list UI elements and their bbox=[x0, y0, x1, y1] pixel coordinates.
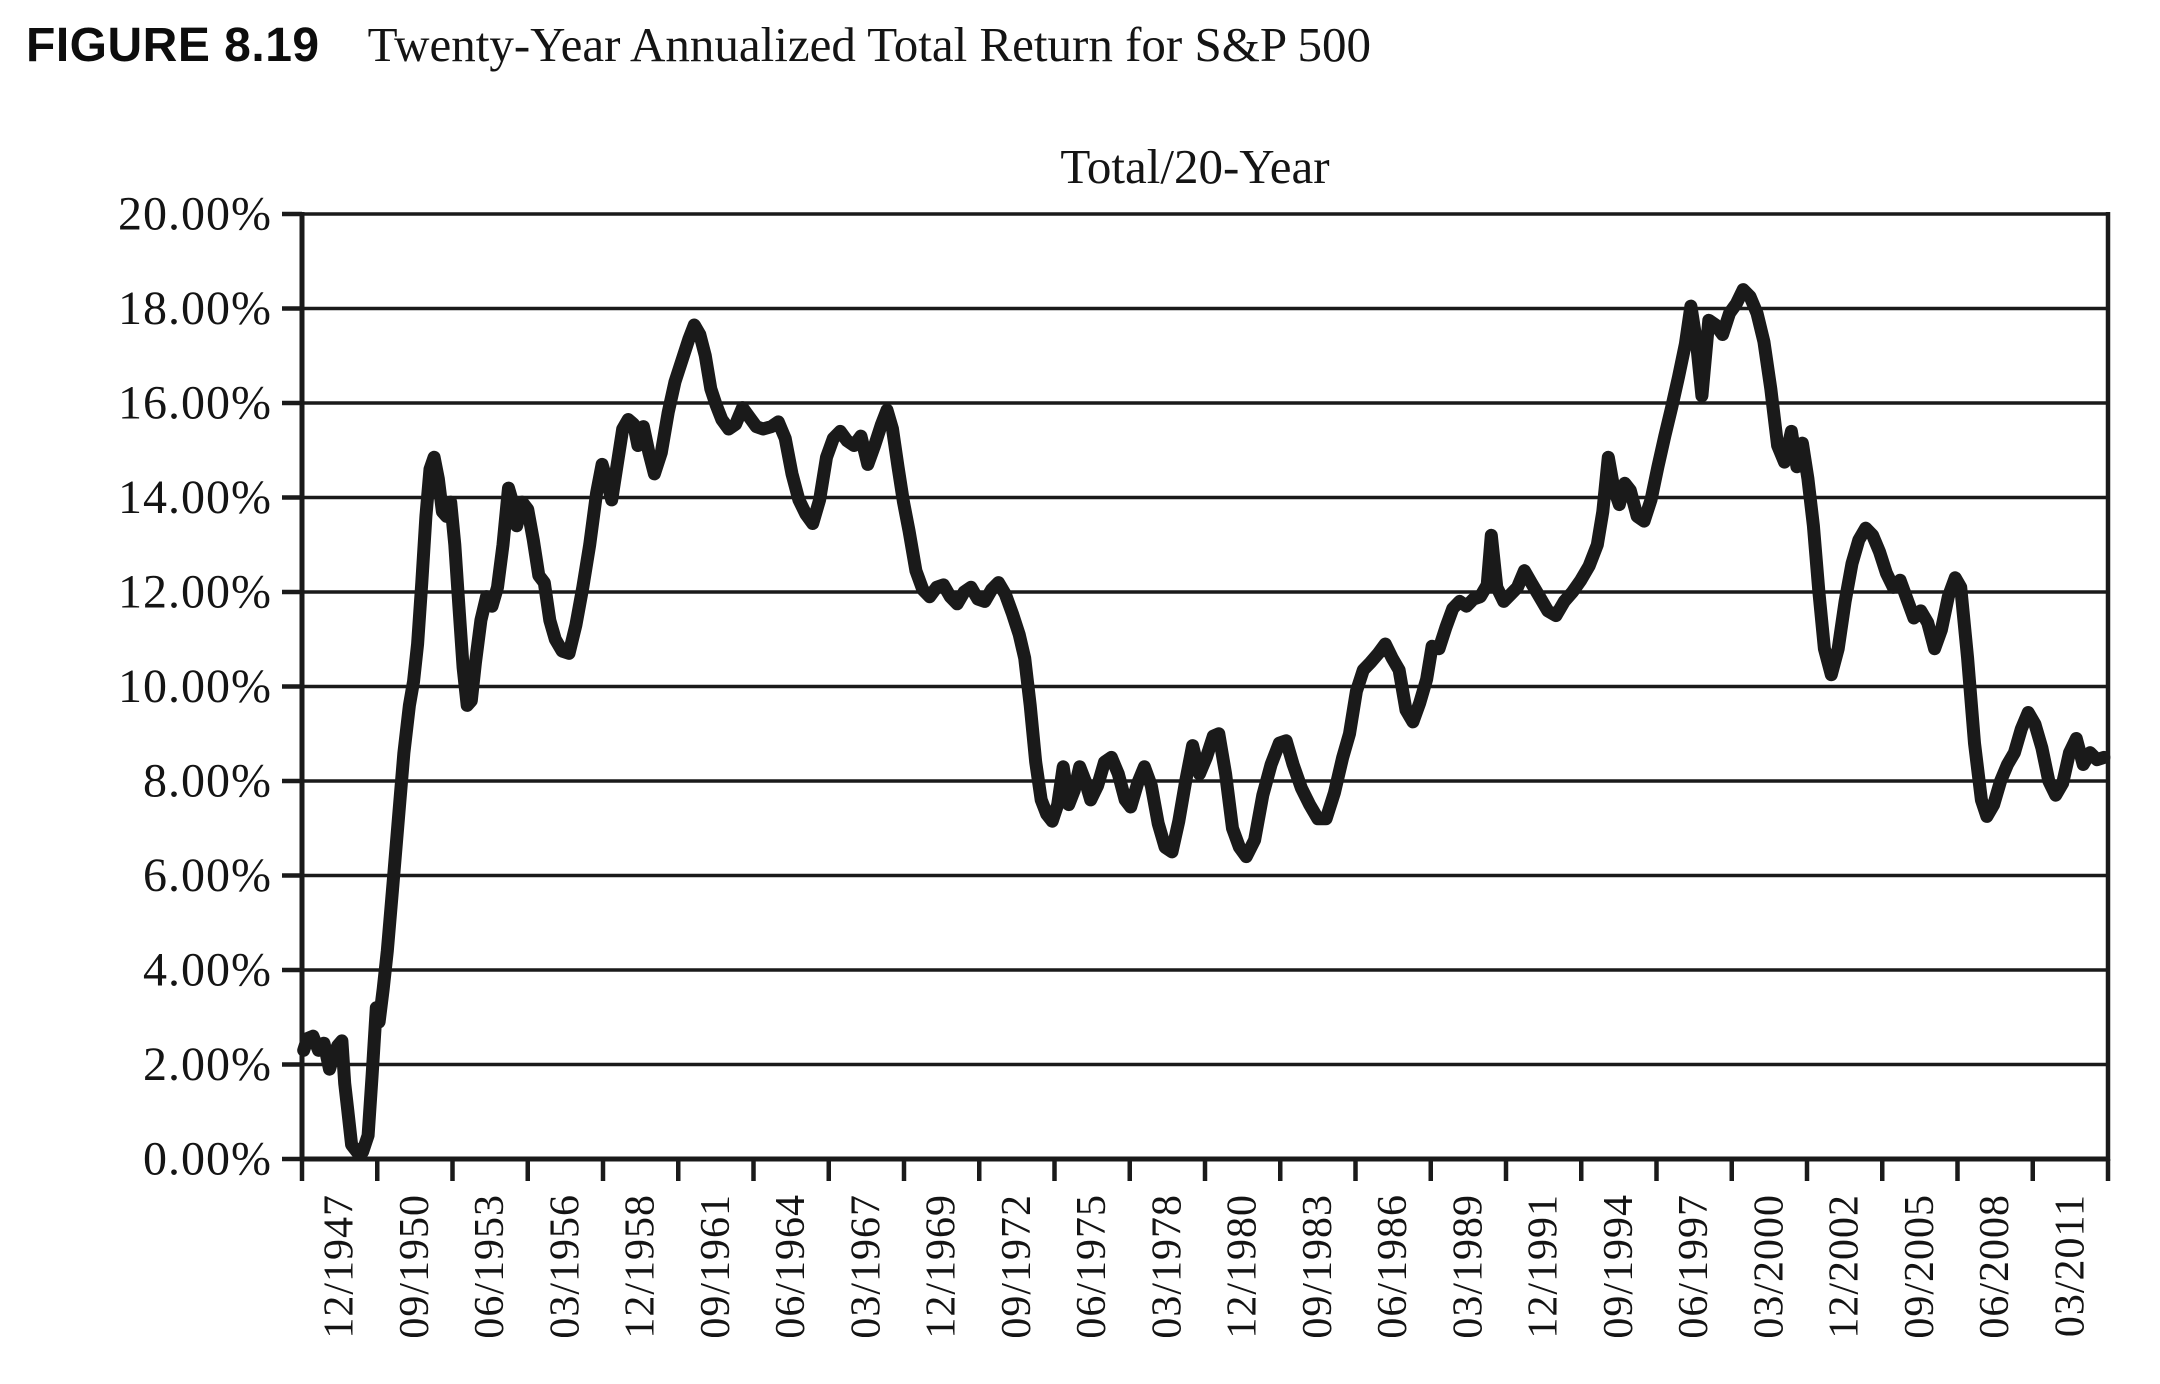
x-axis-label: 03/1978 bbox=[1144, 1194, 1190, 1339]
gridlines bbox=[302, 212, 2108, 1162]
y-axis-label: 2.00% bbox=[143, 1038, 272, 1091]
x-axis-label: 09/1983 bbox=[1295, 1194, 1341, 1339]
y-axis-label: 4.00% bbox=[143, 944, 272, 997]
x-axis-label: 12/2002 bbox=[1822, 1194, 1868, 1339]
y-axis-label: 6.00% bbox=[143, 849, 272, 902]
figure-caption: Twenty-Year Annualized Total Return for … bbox=[367, 17, 1372, 72]
x-axis-label: 12/1980 bbox=[1220, 1194, 1266, 1339]
y-axis-label: 16.00% bbox=[118, 377, 272, 430]
y-axis-label: 12.00% bbox=[118, 566, 272, 619]
x-axis-label: 09/1972 bbox=[994, 1194, 1040, 1339]
x-axis-label: 03/1989 bbox=[1445, 1194, 1491, 1339]
x-axis-label: 09/1961 bbox=[693, 1194, 739, 1339]
x-axis-label: 12/1991 bbox=[1521, 1194, 1567, 1339]
y-axis-label: 20.00% bbox=[118, 188, 272, 241]
x-axis-label: 06/1953 bbox=[467, 1194, 513, 1339]
y-axis-label: 14.00% bbox=[118, 471, 272, 524]
y-axis-label: 0.00% bbox=[143, 1133, 272, 1186]
figure-header: FIGURE 8.19 Twenty-Year Annualized Total … bbox=[26, 16, 1371, 73]
x-axis-label: 12/1947 bbox=[317, 1194, 363, 1339]
x-axis-label: 09/2005 bbox=[1897, 1194, 1943, 1339]
x-axis-label: 03/1956 bbox=[542, 1194, 588, 1339]
x-axis-ticks bbox=[299, 1159, 2111, 1181]
x-axis-label: 06/1997 bbox=[1671, 1194, 1717, 1339]
x-axis-label: 06/1975 bbox=[1069, 1194, 1115, 1339]
y-axis-label: 8.00% bbox=[143, 755, 272, 808]
series-line bbox=[297, 283, 2111, 1159]
y-axis-label: 18.00% bbox=[118, 282, 272, 335]
x-axis-label: 06/2008 bbox=[1972, 1194, 2018, 1339]
x-axis-label: 03/2011 bbox=[2047, 1194, 2093, 1337]
x-axis-label: 12/1958 bbox=[618, 1194, 664, 1339]
x-axis-labels: 12/1947 09/1950 06/1953 03/1956 12/1958 09/19… bbox=[317, 1194, 2094, 1339]
x-axis-label: 12/1969 bbox=[919, 1194, 965, 1339]
x-axis-label: 03/2000 bbox=[1746, 1194, 1792, 1339]
y-axis-label: 10.00% bbox=[118, 660, 272, 713]
y-axis-ticks bbox=[282, 211, 302, 1162]
x-axis-label: 03/1967 bbox=[843, 1194, 889, 1339]
x-axis-label: 06/1986 bbox=[1370, 1194, 1416, 1339]
y-axis-labels: 0.00% 2.00% 4.00% 6.00% 8.00% 10.00% 12.00% 14.… bbox=[118, 188, 272, 1186]
chart-title: Total/20-Year bbox=[1060, 139, 1329, 194]
x-axis-label: 09/1950 bbox=[392, 1194, 438, 1339]
x-axis-label: 06/1964 bbox=[768, 1194, 814, 1339]
data-series bbox=[297, 283, 2111, 1159]
x-axis-label: 09/1994 bbox=[1596, 1194, 1642, 1339]
figure-number-label: FIGURE 8.19 bbox=[26, 19, 320, 72]
